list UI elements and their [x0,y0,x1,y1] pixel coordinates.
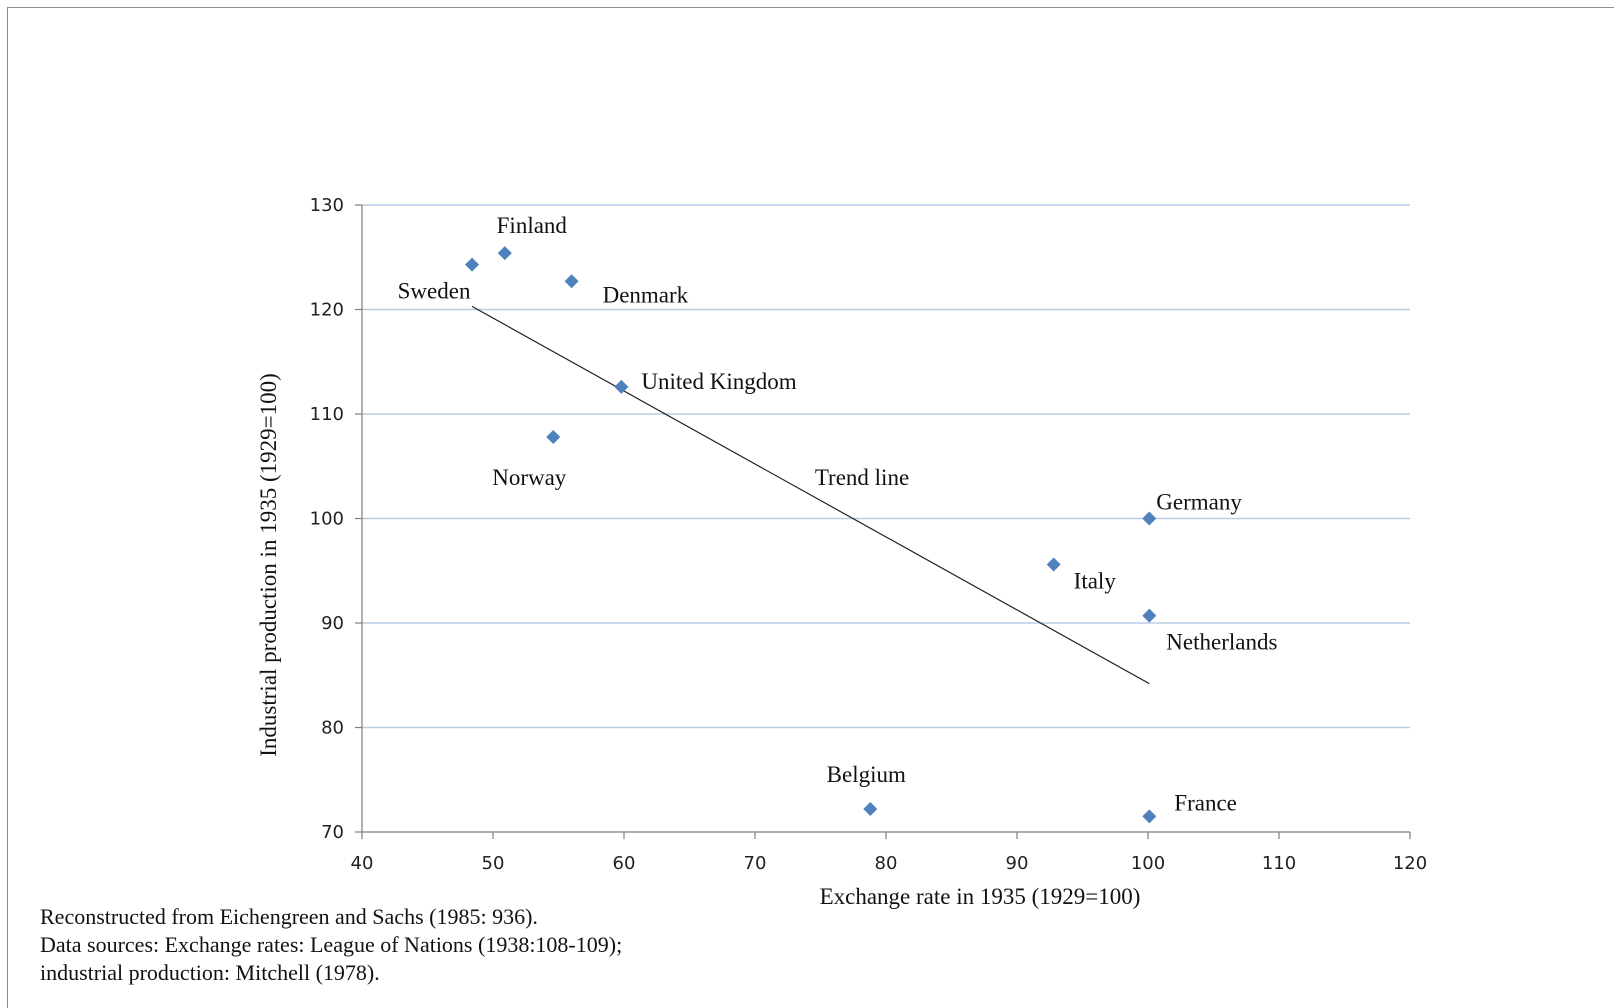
x-tick-label: 90 [1006,853,1029,874]
data-points [465,246,1157,824]
data-point-marker [564,274,579,289]
source-notes: Reconstructed from Eichengreen and Sachs… [40,903,622,987]
x-tick-label: 50 [482,853,505,874]
note-line: Data sources: Exchange rates: League of … [40,932,623,957]
x-tick-label: 80 [875,853,898,874]
data-point-label: Denmark [603,282,689,307]
y-tick-label: 130 [310,195,344,216]
x-axis-title: Exchange rate in 1935 (1929=100) [820,884,1141,909]
data-point-marker [1046,557,1061,572]
y-axis-title: Industrial production in 1935 (1929=100) [256,373,281,756]
x-tick-label: 70 [744,853,767,874]
data-point-label: Italy [1074,568,1117,593]
data-point-marker [1142,511,1157,526]
axes [355,204,1411,839]
trend-line-group: Trend line [471,305,1150,685]
data-point-label: Finland [497,213,568,238]
y-tick-label: 80 [321,718,344,739]
y-tick-label: 90 [321,613,344,634]
data-point-label: France [1174,790,1237,815]
data-point-marker [1142,809,1157,824]
data-point-marker [863,802,878,817]
note-line: industrial production: Mitchell (1978). [40,960,380,985]
data-point-marker [465,257,480,272]
y-tick-label: 70 [321,822,344,843]
trend-line-label: Trend line [815,465,909,490]
data-point-marker [546,429,561,444]
point-labels: Sweden Finland Denmark United Kingdom Norway… [398,213,1278,815]
x-tick-label: 40 [351,853,374,874]
data-point-label: Sweden [398,279,471,304]
data-point-marker [1142,608,1157,623]
x-tick-label: 100 [1131,853,1165,874]
x-tick-label: 110 [1262,853,1296,874]
data-point-label: United Kingdom [641,369,796,394]
data-point-marker [614,379,629,394]
figure-frame [7,7,1614,1008]
y-tick-label: 110 [310,404,344,425]
gridlines [362,204,1410,729]
data-point-marker [497,246,512,261]
x-tick-label: 120 [1393,853,1427,874]
y-tick-labels: 70 80 90 100 110 120 130 [310,195,344,843]
x-tick-label: 60 [613,853,636,874]
y-tick-label: 120 [310,300,344,321]
trend-line [471,305,1150,685]
note-line: Reconstructed from Eichengreen and Sachs… [40,904,538,929]
data-point-label: Belgium [827,762,906,787]
data-point-label: Netherlands [1166,630,1277,655]
x-tick-labels: 40 50 60 70 80 90 100 110 120 [351,853,1428,874]
y-tick-label: 100 [310,509,344,530]
data-point-label: Norway [492,465,567,490]
data-point-label: Germany [1156,490,1242,515]
